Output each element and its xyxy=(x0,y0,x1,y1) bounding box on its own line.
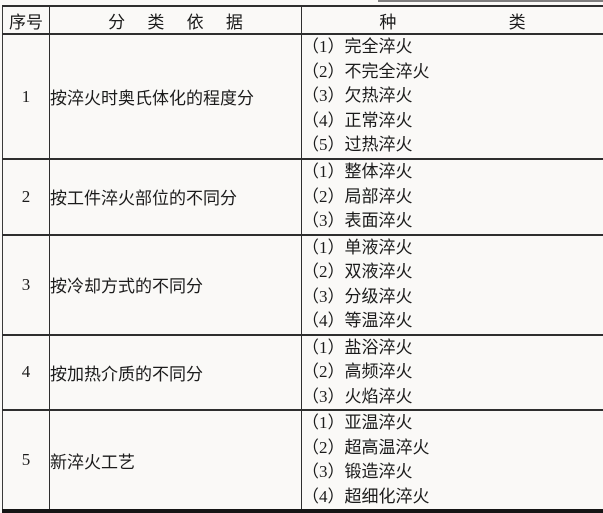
row-number: 4 xyxy=(3,335,50,411)
type-item: （1）完全淬火 xyxy=(302,35,603,60)
types-cell: （1）单液淬火 （2）双液淬火 （3）分级淬火 （4）等温淬火 xyxy=(302,235,603,335)
type-item: （3）表面淬火 xyxy=(302,209,603,234)
types-cell: （1）盐浴淬火 （2）高频淬火 （3）火焰淬火 xyxy=(302,335,603,411)
scan-artifact-line xyxy=(378,0,603,2)
classification-basis: 按冷却方式的不同分 xyxy=(50,235,302,335)
type-item: （4）等温淬火 xyxy=(302,309,603,334)
types-cell: （1）亚温淬火 （2）超高温淬火 （3）锻造淬火 （4）超细化淬火 xyxy=(302,410,603,511)
type-item: （3）欠热淬火 xyxy=(302,84,603,109)
types-cell: （1）整体淬火 （2）局部淬火 （3）表面淬火 xyxy=(302,159,603,235)
type-item: （2）不完全淬火 xyxy=(302,60,603,85)
table-row: 2 按工件淬火部位的不同分 （1）整体淬火 （2）局部淬火 （3）表面淬火 xyxy=(3,159,603,235)
type-item: （2）局部淬火 xyxy=(302,185,603,210)
type-item: （1）整体淬火 xyxy=(302,160,603,185)
type-item: （1）亚温淬火 xyxy=(302,411,603,436)
classification-basis: 按淬火时奥氏体化的程度分 xyxy=(50,34,302,159)
row-number: 5 xyxy=(3,410,50,511)
row-number: 2 xyxy=(3,159,50,235)
type-item: （4）超细化淬火 xyxy=(302,485,603,510)
type-item: （3）分级淬火 xyxy=(302,285,603,310)
classification-basis: 按加热介质的不同分 xyxy=(50,335,302,411)
type-item: （2）超高温淬火 xyxy=(302,436,603,461)
quenching-classification-table: 序号 分 类 依 据 种 类 1 按淬火时奥氏体化的程度分 （1）完全淬火 （2… xyxy=(2,5,603,513)
table-row: 5 新淬火工艺 （1）亚温淬火 （2）超高温淬火 （3）锻造淬火 （4）超细化淬… xyxy=(3,410,603,511)
type-item: （3）火焰淬火 xyxy=(302,385,603,410)
types-cell: （1）完全淬火 （2）不完全淬火 （3）欠热淬火 （4）正常淬火 （5）过热淬火 xyxy=(302,34,603,159)
table-header-row: 序号 分 类 依 据 种 类 xyxy=(3,6,603,34)
table-row: 3 按冷却方式的不同分 （1）单液淬火 （2）双液淬火 （3）分级淬火 （4）等… xyxy=(3,235,603,335)
classification-basis: 新淬火工艺 xyxy=(50,410,302,511)
table-row: 1 按淬火时奥氏体化的程度分 （1）完全淬火 （2）不完全淬火 （3）欠热淬火 … xyxy=(3,34,603,159)
type-item: （1）盐浴淬火 xyxy=(302,336,603,361)
header-cell-number: 序号 xyxy=(3,6,50,34)
classification-basis: 按工件淬火部位的不同分 xyxy=(50,159,302,235)
row-number: 3 xyxy=(3,235,50,335)
type-item: （5）过热淬火 xyxy=(302,133,603,158)
header-cell-type: 种 类 xyxy=(302,6,603,34)
type-item: （3）锻造淬火 xyxy=(302,460,603,485)
header-cell-classification-basis: 分 类 依 据 xyxy=(50,6,302,34)
table-row: 4 按加热介质的不同分 （1）盐浴淬火 （2）高频淬火 （3）火焰淬火 xyxy=(3,335,603,411)
type-item: （2）双液淬火 xyxy=(302,260,603,285)
type-item: （2）高频淬火 xyxy=(302,360,603,385)
type-item: （1）单液淬火 xyxy=(302,236,603,261)
type-item: （4）正常淬火 xyxy=(302,109,603,134)
row-number: 1 xyxy=(3,34,50,159)
